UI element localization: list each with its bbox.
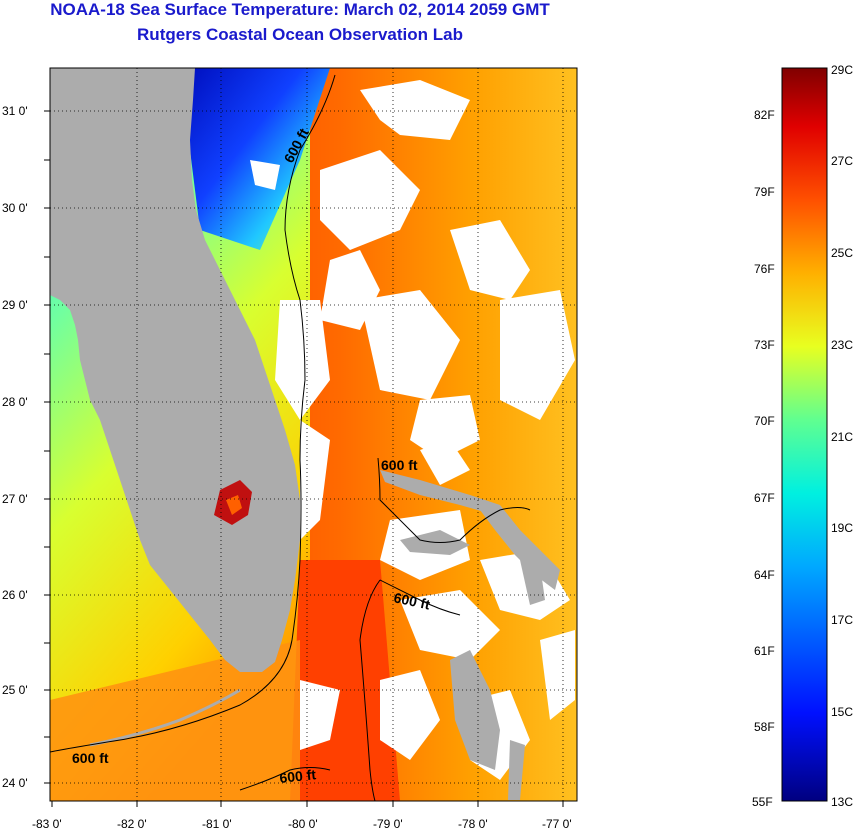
celsius-label: 17C [831, 613, 853, 627]
celsius-label: 25C [831, 246, 853, 260]
contour-label: 600 ft [72, 750, 109, 766]
fahrenheit-label: 55F [752, 795, 773, 809]
x-tick-label: -79 0' [373, 817, 403, 831]
fahrenheit-label: 64F [754, 568, 775, 582]
x-axis: -83 0' -82 0' -81 0' -80 0' -79 0' -78 0… [32, 817, 572, 831]
sst-field [50, 68, 577, 801]
y-tick-label: 24 0' [2, 776, 28, 790]
y-tick-label: 27 0' [2, 492, 28, 506]
x-tick-label: -82 0' [117, 817, 147, 831]
y-tick-label: 26 0' [2, 588, 28, 602]
celsius-label: 23C [831, 338, 853, 352]
tick-marks [44, 110, 564, 807]
fahrenheit-label: 67F [754, 491, 775, 505]
y-tick-label: 29 0' [2, 298, 28, 312]
y-tick-label: 28 0' [2, 395, 28, 409]
contour-label: 600 ft [279, 766, 317, 786]
grand-bahama [380, 470, 500, 515]
fahrenheit-label: 70F [754, 414, 775, 428]
isobath-600ft [50, 74, 531, 801]
celsius-label: 19C [831, 521, 853, 535]
cold-shelf-water [190, 68, 330, 250]
celsius-label: 13C [831, 795, 853, 809]
x-tick-label: -77 0' [542, 817, 572, 831]
y-tick-label: 25 0' [2, 683, 28, 697]
fahrenheit-label: 76F [754, 262, 775, 276]
map-frame [49, 67, 578, 802]
florida-keys [89, 688, 241, 747]
colorbar-gradient [781, 67, 828, 802]
y-tick-label: 31 0' [2, 104, 28, 118]
fahrenheit-label: 79F [754, 185, 775, 199]
fahrenheit-label: 73F [754, 338, 775, 352]
y-axis: 31 0' 30 0' 29 0' 28 0' 27 0' 26 0' 25 0… [2, 104, 28, 790]
map-subtitle: Rutgers Coastal Ocean Observation Lab [137, 25, 463, 44]
colorbar: 82F 79F 76F 73F 70F 67F 64F 61F 58F 55F … [752, 63, 853, 809]
contour-label: 600 ft [381, 457, 418, 473]
x-tick-label: -81 0' [202, 817, 232, 831]
celsius-label: 15C [831, 705, 853, 719]
andros-island [450, 650, 500, 770]
fahrenheit-label: 58F [754, 720, 775, 734]
celsius-label: 27C [831, 154, 853, 168]
celsius-label: 21C [831, 430, 853, 444]
celsius-label: 29C [831, 63, 853, 77]
x-tick-label: -80 0' [288, 817, 318, 831]
colorbar-fahrenheit: 82F 79F 76F 73F 70F 67F 64F 61F 58F 55F [752, 108, 775, 809]
colorbar-celsius: 29C 27C 25C 23C 21C 19C 17C 15C 13C [831, 63, 853, 809]
map-title: NOAA-18 Sea Surface Temperature: March 0… [50, 0, 550, 19]
fahrenheit-label: 82F [754, 108, 775, 122]
x-tick-label: -78 0' [458, 817, 488, 831]
x-tick-label: -83 0' [32, 817, 62, 831]
y-tick-label: 30 0' [2, 201, 28, 215]
fahrenheit-label: 61F [754, 644, 775, 658]
